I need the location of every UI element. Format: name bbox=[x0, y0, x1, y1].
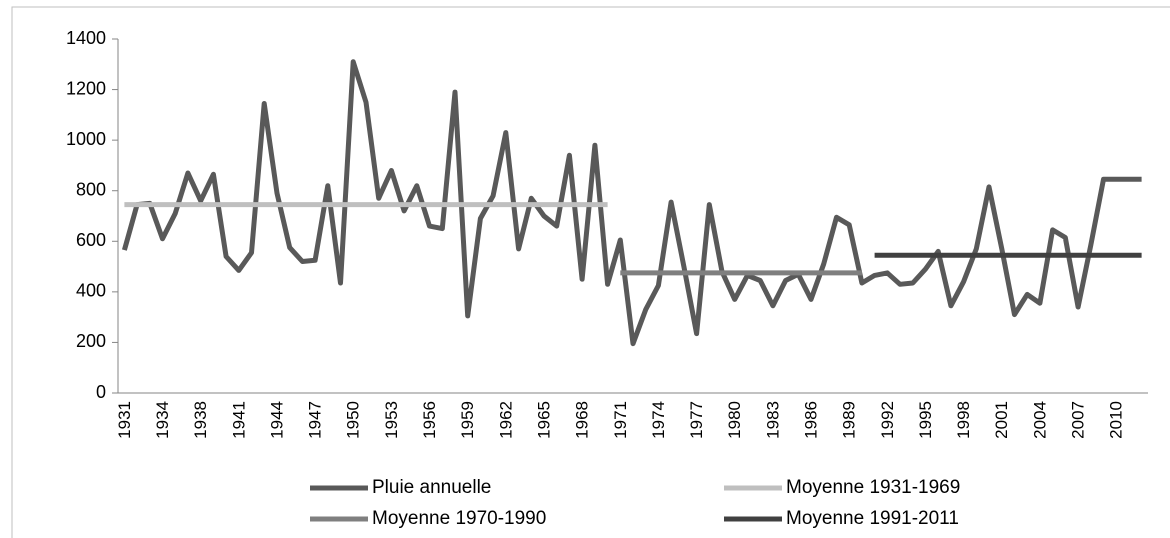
legend-label: Moyenne 1970-1990 bbox=[372, 508, 546, 529]
x-tick-label: 1980 bbox=[725, 401, 744, 439]
y-tick-label: 1400 bbox=[66, 28, 106, 48]
x-tick-label: 1944 bbox=[267, 401, 286, 439]
x-tick-label: 1995 bbox=[916, 401, 935, 439]
x-tick-label: 1971 bbox=[611, 401, 630, 439]
x-tick-label: 1947 bbox=[306, 401, 325, 439]
x-tick-label: 1965 bbox=[534, 401, 553, 439]
x-tick-label: 1956 bbox=[420, 401, 439, 439]
y-tick-label: 0 bbox=[96, 382, 106, 402]
x-tick-label: 1998 bbox=[954, 401, 973, 439]
x-tick-label: 1959 bbox=[458, 401, 477, 439]
x-tick-label: 1992 bbox=[878, 401, 897, 439]
y-tick-label: 200 bbox=[76, 331, 106, 351]
x-tick-label: 1968 bbox=[573, 401, 592, 439]
x-tick-label: 2010 bbox=[1107, 401, 1126, 439]
x-tick-label: 1974 bbox=[649, 401, 668, 439]
y-tick-label: 800 bbox=[76, 179, 106, 199]
series-line bbox=[121, 59, 1142, 347]
x-tick-label: 2001 bbox=[992, 401, 1011, 439]
x-tick-label: 1983 bbox=[763, 401, 782, 439]
y-tick-label: 400 bbox=[76, 281, 106, 301]
x-tick-label: 1962 bbox=[496, 401, 515, 439]
x-tick-label: 2004 bbox=[1030, 401, 1049, 439]
legend-label: Pluie annuelle bbox=[372, 477, 491, 498]
x-tick-label: 1989 bbox=[840, 401, 859, 439]
x-tick-label: 1931 bbox=[115, 401, 134, 439]
x-tick-label: 2007 bbox=[1069, 401, 1088, 439]
x-tick-label: 1941 bbox=[229, 401, 248, 439]
x-tick-label: 1934 bbox=[153, 401, 172, 439]
legend-label: Moyenne 1931-1969 bbox=[786, 477, 960, 498]
x-tick-label: 1938 bbox=[191, 401, 210, 439]
x-tick-label: 1986 bbox=[802, 401, 821, 439]
y-tick-label: 1200 bbox=[66, 78, 106, 98]
x-tick-label: 1950 bbox=[344, 401, 363, 439]
y-tick-label: 1000 bbox=[66, 129, 106, 149]
chart-frame bbox=[11, 6, 1170, 538]
x-tick-label: 1977 bbox=[687, 401, 706, 439]
y-tick-label: 600 bbox=[76, 230, 106, 250]
x-tick-label: 1953 bbox=[382, 401, 401, 439]
legend-label: Moyenne 1991-2011 bbox=[786, 508, 959, 529]
